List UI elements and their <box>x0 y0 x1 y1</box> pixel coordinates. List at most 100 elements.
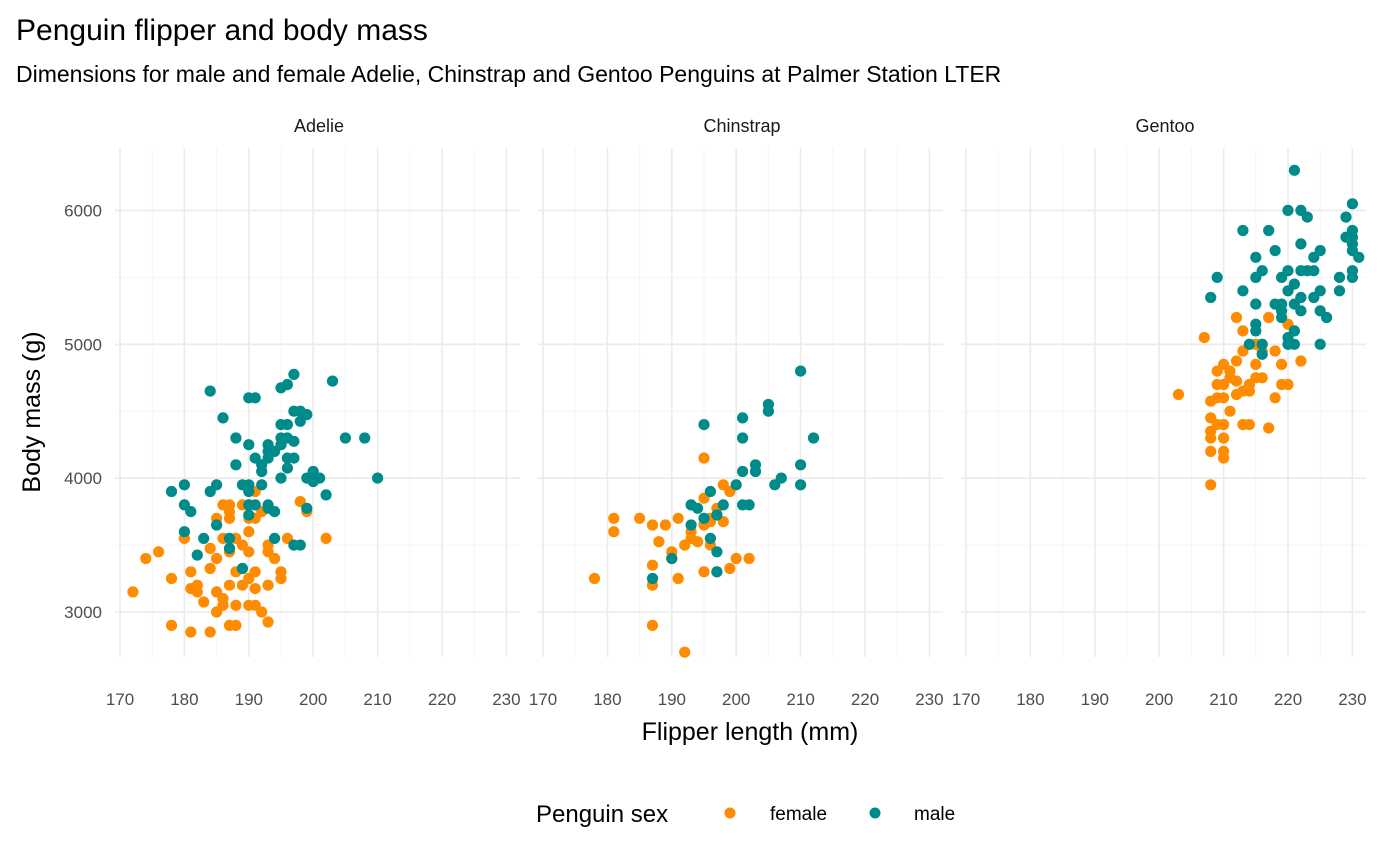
data-point-female <box>1172 388 1185 401</box>
panel-chinstrap: Chinstrap 170 180 190 200 210 220 230 <box>529 116 944 709</box>
data-point-female <box>204 626 216 638</box>
data-point-female <box>217 599 229 611</box>
data-point-male <box>1263 224 1275 237</box>
data-point-female <box>724 562 736 575</box>
data-point-male <box>807 432 820 444</box>
data-point-female <box>165 572 178 585</box>
data-point-female <box>1276 358 1288 370</box>
data-point-female <box>204 562 216 575</box>
chart-title: Penguin flipper and body mass <box>16 14 428 47</box>
data-point-male <box>1288 338 1300 350</box>
data-point-female <box>198 596 210 608</box>
data-point-male <box>314 472 326 484</box>
data-point-male <box>1269 245 1281 257</box>
data-point-female <box>634 512 646 524</box>
data-point-male <box>204 385 216 397</box>
data-point-male <box>223 542 236 555</box>
data-point-female <box>608 512 620 524</box>
data-point-female <box>223 579 236 591</box>
data-point-female <box>269 552 281 565</box>
data-point-female <box>230 619 242 632</box>
y-tick-label: 5000 <box>64 335 102 354</box>
legend-label-female: female <box>770 804 827 825</box>
data-point-male <box>711 546 723 558</box>
data-point-female <box>1224 365 1236 377</box>
data-point-female <box>127 586 139 598</box>
data-point-male <box>1295 305 1307 317</box>
y-tick-label: 3000 <box>64 603 102 622</box>
data-point-male <box>301 409 313 421</box>
data-point-female <box>320 532 332 545</box>
data-point-male <box>666 552 678 565</box>
data-point-female <box>1269 345 1281 357</box>
data-point-male <box>1321 311 1333 324</box>
data-point-male <box>1308 265 1320 277</box>
data-point-male <box>320 489 332 501</box>
data-point-female <box>153 546 165 558</box>
data-point-female <box>588 572 601 585</box>
panel-adelie: Adelie 170 180 190 200 210 220 230 <box>106 116 521 709</box>
data-point-female <box>185 626 197 638</box>
data-point-female <box>230 599 242 611</box>
data-point-male <box>1353 251 1365 263</box>
x-tick-label: 170 <box>952 690 980 709</box>
data-point-male <box>230 459 242 471</box>
data-point-male <box>1256 348 1268 360</box>
x-tick-label: 180 <box>593 690 621 709</box>
data-point-female <box>730 552 742 565</box>
data-point-male <box>1288 325 1300 337</box>
data-point-female <box>275 566 287 578</box>
data-point-male <box>692 502 704 514</box>
data-point-female <box>262 579 274 591</box>
x-axis-title: Flipper length (mm) <box>642 718 859 746</box>
data-point-female <box>608 526 620 538</box>
x-tick-label: 220 <box>428 690 456 709</box>
data-point-male <box>730 479 742 491</box>
data-point-male <box>198 532 210 545</box>
data-point-male <box>1211 271 1223 283</box>
facet-label-chinstrap: Chinstrap <box>703 116 780 136</box>
x-tick-label: 210 <box>1209 690 1237 709</box>
data-point-male <box>1256 265 1268 277</box>
data-point-male <box>704 532 717 545</box>
data-point-male <box>301 502 313 514</box>
data-point-male <box>1314 285 1326 297</box>
data-point-male <box>372 472 384 484</box>
data-point-female <box>692 536 704 548</box>
data-point-female <box>646 619 659 632</box>
y-axis-title: Body mass (g) <box>18 331 46 492</box>
data-point-female <box>698 452 710 464</box>
x-tick-label: 190 <box>1081 690 1109 709</box>
data-point-male <box>737 465 749 478</box>
data-point-female <box>1218 452 1230 464</box>
data-point-male <box>1314 338 1326 350</box>
data-point-male <box>743 499 755 511</box>
data-point-female <box>1218 419 1230 431</box>
data-point-male <box>1346 198 1358 210</box>
data-point-female <box>211 552 223 565</box>
data-point-male <box>1256 338 1268 350</box>
data-point-female <box>1250 358 1262 370</box>
data-point-male <box>281 462 293 474</box>
data-point-female <box>1218 392 1230 404</box>
data-point-male <box>294 539 306 551</box>
data-point-male <box>211 479 223 491</box>
data-point-female <box>1295 355 1307 367</box>
series-gentoo-male <box>1205 164 1365 360</box>
data-point-male <box>178 479 190 491</box>
series-gentoo-female <box>1172 311 1307 491</box>
data-point-female <box>1198 332 1210 344</box>
x-tick-label: 170 <box>106 690 134 709</box>
legend-title: Penguin sex <box>536 801 668 828</box>
data-point-female <box>1230 375 1243 387</box>
x-tick-label: 180 <box>170 690 198 709</box>
series-chinstrap-male <box>646 365 820 585</box>
x-tick-label: 220 <box>851 690 879 709</box>
data-point-male <box>795 459 807 471</box>
data-point-female <box>653 536 665 548</box>
chart-subtitle: Dimensions for male and female Adelie, C… <box>16 61 1001 87</box>
data-point-male <box>1282 265 1294 277</box>
x-tick-label: 200 <box>299 690 327 709</box>
data-point-male <box>269 532 281 545</box>
